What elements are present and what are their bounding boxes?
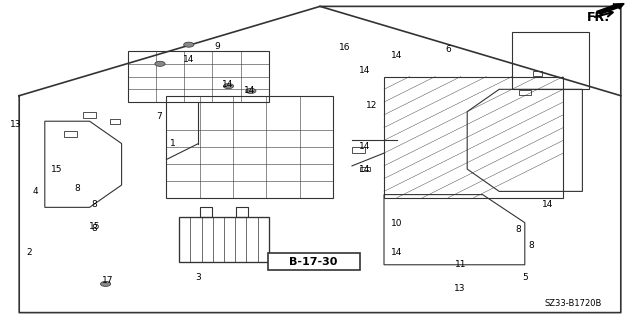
Circle shape [100,281,111,286]
Text: 16: 16 [339,43,350,52]
Text: 14: 14 [541,200,553,209]
Text: 8: 8 [516,225,521,234]
Text: 8: 8 [74,184,79,193]
Text: 15: 15 [51,165,62,174]
Bar [352,147,365,153]
Text: 11: 11 [455,260,467,269]
Text: 14: 14 [244,86,255,95]
Text: 2: 2 [26,248,31,256]
Text: 14: 14 [359,165,371,174]
Text: 13: 13 [10,120,22,129]
Text: 4: 4 [33,187,38,196]
Text: 8: 8 [92,224,97,233]
Text: 9: 9 [215,42,220,51]
Circle shape [155,61,165,66]
Text: FR.: FR. [587,11,610,24]
Circle shape [246,88,256,93]
Text: 12: 12 [365,101,377,110]
Bar [128,51,269,102]
Text: 15: 15 [89,222,100,231]
Text: 7: 7 [156,112,161,121]
Bar [110,119,120,123]
Text: 3: 3 [196,273,201,282]
Bar [179,217,269,262]
Text: 17: 17 [102,276,113,285]
Text: 14: 14 [359,66,371,75]
Text: 10: 10 [391,219,403,228]
Circle shape [184,42,194,47]
Text: 14: 14 [221,80,233,89]
Text: 6: 6 [445,45,451,54]
FancyArrow shape [596,4,624,14]
Text: 1: 1 [170,139,175,148]
Bar [83,112,96,118]
Text: 5: 5 [522,273,527,282]
Text: 14: 14 [359,142,371,151]
Text: 14: 14 [391,51,403,60]
Text: 8: 8 [529,241,534,250]
Circle shape [223,84,234,89]
Text: B-17-30: B-17-30 [289,256,338,267]
Bar [64,131,77,137]
Bar [166,96,333,198]
Text: SZ33-B1720B: SZ33-B1720B [544,299,602,308]
FancyBboxPatch shape [268,253,360,270]
Text: 13: 13 [454,284,465,293]
Bar [360,167,370,172]
Bar [532,71,543,76]
Bar [519,90,531,95]
Bar [384,77,563,198]
Text: 14: 14 [391,248,403,256]
Text: 8: 8 [92,200,97,209]
Text: 14: 14 [183,55,195,63]
